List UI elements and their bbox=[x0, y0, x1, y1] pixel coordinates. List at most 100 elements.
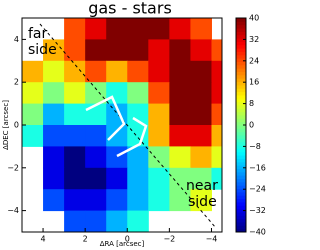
colorbar-segment bbox=[236, 28, 246, 32]
heatmap-cell bbox=[148, 189, 170, 212]
heatmap-cell bbox=[169, 146, 191, 169]
heatmap-cell bbox=[211, 103, 222, 126]
heatmap-cell bbox=[85, 125, 107, 147]
colorbar-segment bbox=[236, 181, 246, 186]
colorbar-segment bbox=[236, 64, 246, 69]
heatmap-cell bbox=[106, 39, 128, 62]
heatmap-cell bbox=[148, 82, 170, 105]
colorbar-segment bbox=[236, 44, 246, 49]
heatmap-cell bbox=[106, 18, 128, 40]
colorbar-segment bbox=[236, 201, 246, 206]
y-tick-label: 2 bbox=[14, 78, 19, 87]
annotation: far bbox=[28, 26, 48, 42]
heatmap-cell bbox=[85, 167, 107, 190]
x-tick-label: 0 bbox=[125, 235, 130, 244]
colorbar-segment bbox=[236, 198, 246, 203]
heatmap-cell bbox=[190, 146, 212, 169]
colorbar-tick-label: −24 bbox=[249, 185, 266, 194]
heatmap-cell bbox=[148, 60, 170, 83]
colorbar-segment bbox=[236, 218, 246, 223]
heatmap-cell bbox=[190, 18, 212, 40]
colorbar-tick-label: −8 bbox=[249, 142, 261, 151]
heatmap-cell bbox=[43, 125, 65, 147]
heatmap-cell bbox=[211, 146, 222, 169]
annotation: side bbox=[188, 194, 217, 210]
heatmap-cell bbox=[106, 146, 128, 169]
heatmap-cell bbox=[127, 210, 149, 232]
colorbar-segment bbox=[236, 108, 246, 113]
heatmap-cell bbox=[127, 167, 149, 190]
colorbar-segment bbox=[236, 61, 246, 66]
heatmap-cell bbox=[211, 39, 222, 62]
heatmap-cell bbox=[148, 39, 170, 62]
colorbar-segment bbox=[236, 211, 246, 216]
heatmap-cell bbox=[43, 82, 65, 105]
colorbar-segment bbox=[236, 114, 246, 119]
heatmap-cell bbox=[64, 146, 86, 169]
heatmap-cell bbox=[43, 39, 65, 62]
y-axis-label: ΔDEC [arcsec] bbox=[2, 100, 10, 150]
heatmap-cell bbox=[148, 125, 170, 147]
colorbar-segment bbox=[236, 98, 246, 103]
colorbar-segment bbox=[236, 54, 246, 59]
heatmap-cell bbox=[22, 82, 44, 105]
colorbar-segment bbox=[236, 88, 246, 93]
colorbar-segment bbox=[236, 141, 246, 146]
heatmap-cell bbox=[127, 189, 149, 212]
heatmap-cell bbox=[127, 60, 149, 83]
colorbar-segment bbox=[236, 145, 246, 149]
colorbar-segment bbox=[236, 71, 246, 76]
colorbar-segment bbox=[236, 31, 246, 36]
colorbar-segment bbox=[236, 84, 246, 89]
colorbar-tick-label: 8 bbox=[249, 99, 254, 108]
heatmap-cell bbox=[43, 60, 65, 83]
colorbar-segment bbox=[236, 21, 246, 26]
colorbar-segment bbox=[236, 215, 246, 220]
heatmap-cell bbox=[64, 18, 86, 40]
colorbar-segment bbox=[236, 155, 246, 159]
colorbar-segment bbox=[236, 171, 246, 176]
heatmap-cell bbox=[211, 167, 222, 190]
colorbar-segment bbox=[236, 191, 246, 196]
heatmap-cell bbox=[127, 103, 149, 126]
colorbar-segment bbox=[236, 58, 246, 62]
heatmap-cell bbox=[85, 39, 107, 62]
colorbar-segment bbox=[236, 221, 246, 226]
heatmap-cell bbox=[169, 60, 191, 83]
heatmap-cell bbox=[106, 210, 128, 232]
heatmap-cell bbox=[85, 60, 107, 83]
colorbar-segment bbox=[236, 41, 246, 46]
heatmap-cell bbox=[190, 167, 212, 190]
y-tick-label: 0 bbox=[14, 121, 19, 130]
colorbar-segment bbox=[236, 205, 246, 210]
heatmap-cell bbox=[64, 82, 86, 105]
colorbar-tick-label: 24 bbox=[249, 56, 259, 65]
heatmap-cell bbox=[148, 167, 170, 190]
colorbar-segment bbox=[236, 208, 246, 213]
heatmap-cell bbox=[106, 189, 128, 212]
colorbar-segment bbox=[236, 188, 246, 193]
colorbar-segment bbox=[236, 161, 246, 166]
heatmap-cell bbox=[106, 60, 128, 83]
colorbar-tick-label: 40 bbox=[249, 14, 259, 23]
heatmap-cell bbox=[211, 60, 222, 83]
colorbar-segment bbox=[236, 101, 246, 106]
heatmap-cell bbox=[190, 60, 212, 83]
heatmap-cell bbox=[169, 103, 191, 126]
heatmap-cell bbox=[64, 167, 86, 190]
colorbar-segment bbox=[236, 175, 246, 179]
heatmap-cell bbox=[22, 125, 44, 147]
colorbar-tick-label: 0 bbox=[249, 121, 254, 130]
colorbar-segment bbox=[236, 128, 246, 133]
heatmap-cell bbox=[190, 82, 212, 105]
colorbar-segment bbox=[236, 104, 246, 109]
heatmap-cell bbox=[43, 189, 65, 212]
colorbar-segment bbox=[236, 121, 246, 126]
colorbar-segment bbox=[236, 158, 246, 163]
x-tick-label: −2 bbox=[163, 235, 175, 244]
colorbar-tick-label: 32 bbox=[249, 35, 259, 44]
heatmap-cell bbox=[43, 103, 65, 126]
colorbar-segment bbox=[236, 74, 246, 79]
heatmap-cell bbox=[190, 125, 212, 147]
colorbar-tick-label: −16 bbox=[249, 163, 266, 172]
